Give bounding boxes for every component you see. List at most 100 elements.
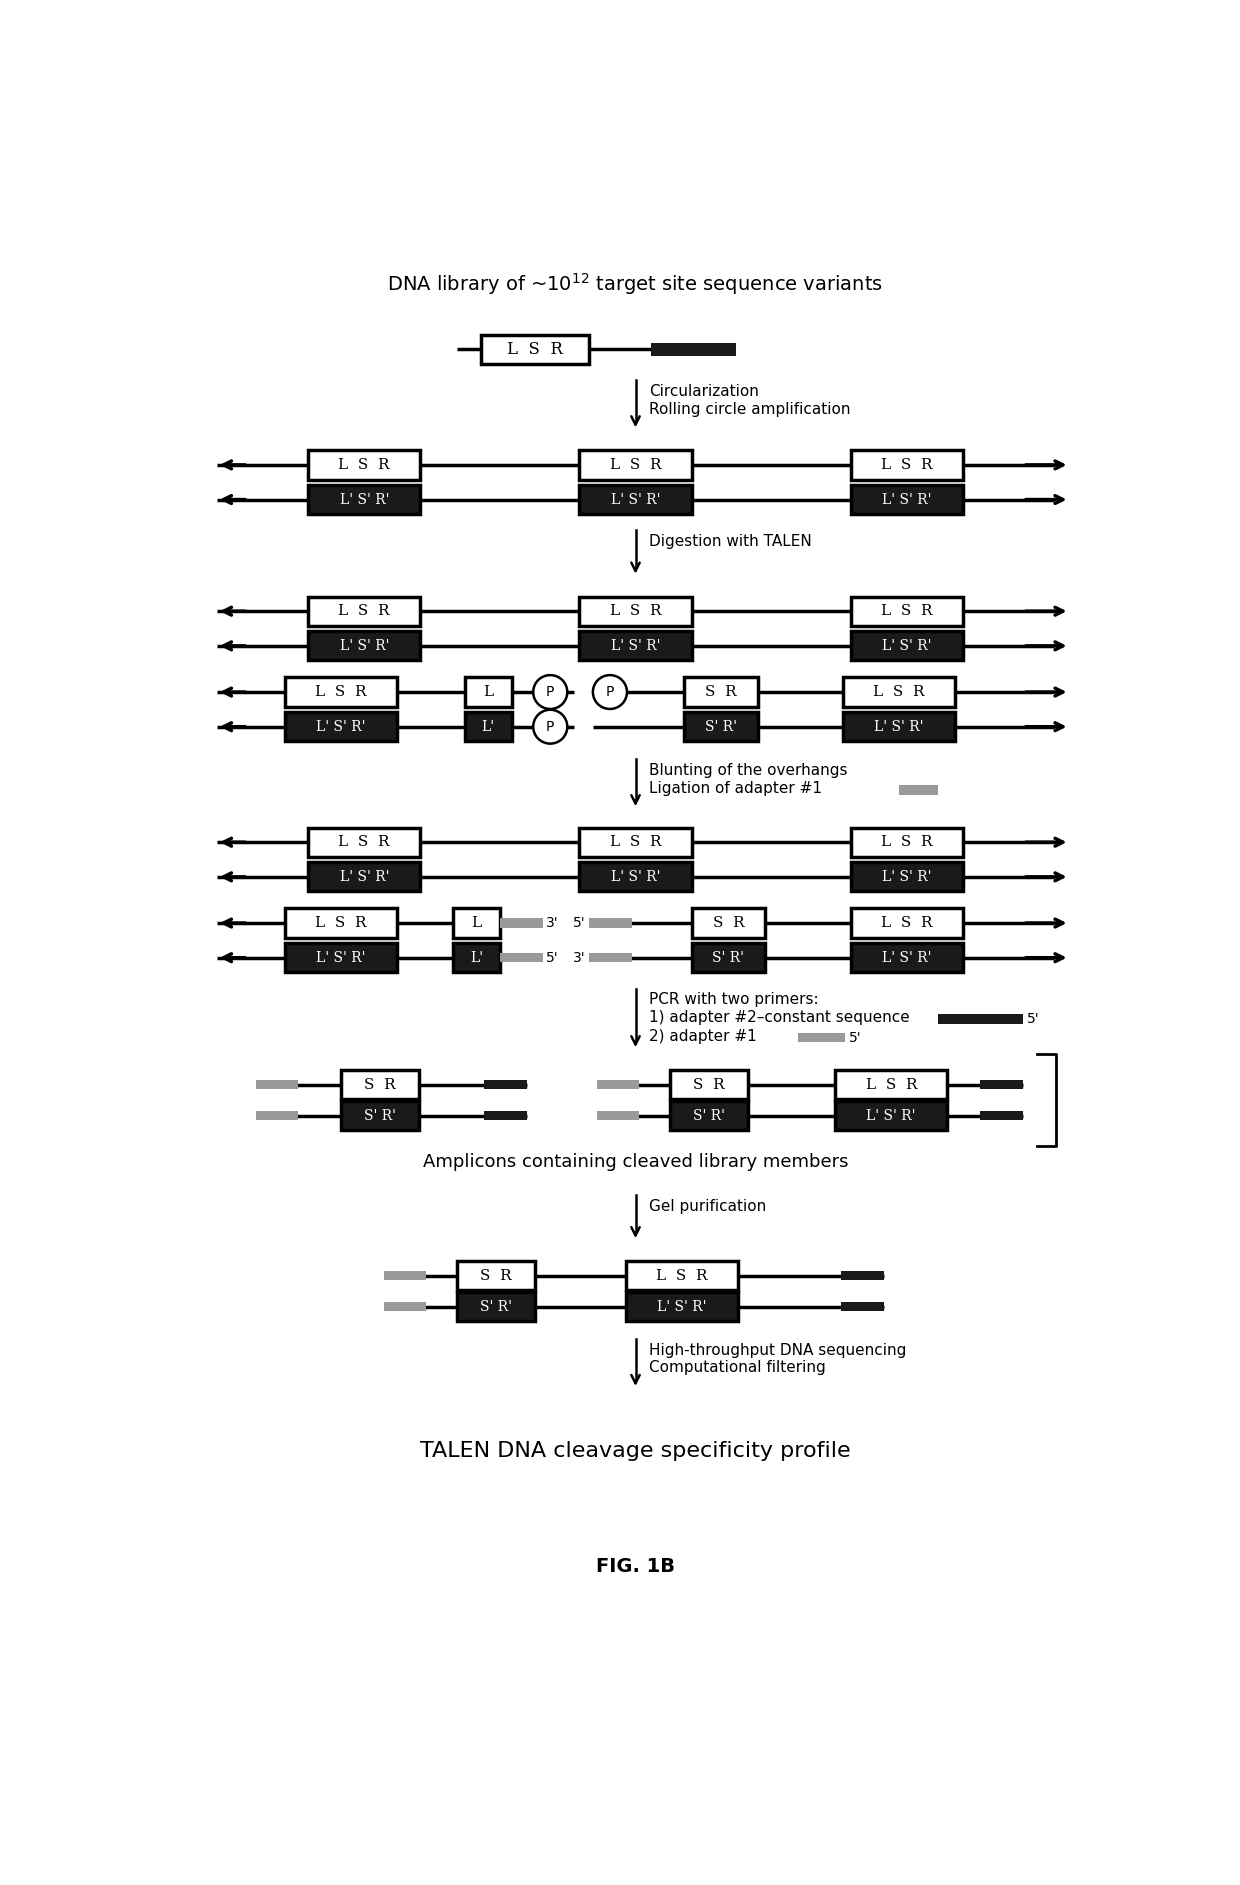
Text: L  S  R: L S R: [339, 458, 391, 471]
Text: L' S' R': L' S' R': [867, 1108, 916, 1123]
Bar: [835, 1071, 947, 1099]
Bar: [851, 861, 963, 892]
Bar: [589, 954, 631, 963]
Bar: [308, 861, 420, 892]
Text: PCR with two primers:: PCR with two primers:: [650, 992, 820, 1007]
Text: S' R': S' R': [693, 1108, 725, 1123]
Bar: [981, 1080, 1023, 1090]
Text: L' S' R': L' S' R': [340, 869, 389, 884]
Text: L  S  R: L S R: [866, 1078, 918, 1091]
Bar: [684, 677, 758, 707]
Bar: [308, 596, 420, 626]
Bar: [485, 1080, 527, 1090]
Text: L  S  R: L S R: [315, 684, 367, 699]
Bar: [851, 596, 963, 626]
Text: L' S' R': L' S' R': [340, 639, 389, 652]
Bar: [255, 1110, 299, 1120]
Bar: [841, 1270, 883, 1280]
Text: S  R: S R: [363, 1078, 396, 1091]
Bar: [454, 942, 500, 973]
Bar: [383, 1303, 427, 1312]
Bar: [500, 918, 543, 927]
Bar: [899, 784, 937, 795]
Text: S' R': S' R': [704, 720, 737, 733]
Text: 1) adapter #2–constant sequence: 1) adapter #2–constant sequence: [650, 1010, 910, 1025]
Text: P: P: [546, 684, 554, 699]
Text: L' S' R': L' S' R': [882, 492, 931, 507]
Bar: [981, 1110, 1023, 1120]
Text: L' S' R': L' S' R': [316, 950, 366, 965]
Text: L  S  R: L S R: [339, 605, 391, 618]
Bar: [626, 1291, 738, 1321]
Bar: [684, 713, 758, 741]
Text: L' S' R': L' S' R': [874, 720, 924, 733]
Text: L': L': [470, 950, 484, 965]
Text: L: L: [471, 916, 481, 929]
Text: L' S' R': L' S' R': [882, 950, 931, 965]
Text: Gel purification: Gel purification: [650, 1199, 766, 1214]
Bar: [671, 1071, 748, 1099]
Bar: [383, 1270, 427, 1280]
Bar: [579, 451, 692, 479]
Text: L' S' R': L' S' R': [611, 492, 660, 507]
Text: 5': 5': [848, 1031, 862, 1044]
Bar: [851, 909, 963, 937]
Text: L': L': [481, 720, 495, 733]
Bar: [579, 631, 692, 660]
Bar: [589, 918, 631, 927]
Bar: [692, 942, 765, 973]
Bar: [308, 484, 420, 515]
Text: P: P: [605, 684, 614, 699]
Circle shape: [593, 675, 627, 709]
Bar: [458, 1261, 534, 1291]
Bar: [458, 1291, 534, 1321]
Text: S  R: S R: [693, 1078, 725, 1091]
Bar: [285, 713, 397, 741]
Text: L  S  R: L S R: [880, 835, 932, 850]
Circle shape: [533, 711, 567, 745]
Text: L  S  R: L S R: [610, 458, 661, 471]
Text: Rolling circle amplification: Rolling circle amplification: [650, 402, 851, 417]
Bar: [835, 1101, 947, 1131]
Bar: [285, 677, 397, 707]
Bar: [308, 828, 420, 858]
Text: L  S  R: L S R: [339, 835, 391, 850]
Text: Digestion with TALEN: Digestion with TALEN: [650, 533, 812, 549]
Text: Computational filtering: Computational filtering: [650, 1361, 826, 1376]
Text: S  R: S R: [704, 684, 737, 699]
Text: L' S' R': L' S' R': [316, 720, 366, 733]
Bar: [937, 1014, 1023, 1024]
Text: P: P: [546, 720, 554, 733]
Text: L' S' R': L' S' R': [882, 869, 931, 884]
Bar: [579, 484, 692, 515]
Text: 3': 3': [573, 950, 585, 965]
Text: FIG. 1B: FIG. 1B: [596, 1557, 675, 1576]
Text: Amplicons containing cleaved library members: Amplicons containing cleaved library mem…: [423, 1154, 848, 1171]
Text: High-throughput DNA sequencing: High-throughput DNA sequencing: [650, 1342, 906, 1357]
Bar: [285, 909, 397, 937]
Bar: [671, 1101, 748, 1131]
Text: S' R': S' R': [363, 1108, 396, 1123]
Text: L  S  R: L S R: [610, 605, 661, 618]
Bar: [851, 484, 963, 515]
Text: S' R': S' R': [480, 1299, 512, 1314]
Bar: [308, 631, 420, 660]
Bar: [651, 343, 737, 356]
Bar: [500, 954, 543, 963]
Text: L  S  R: L S R: [507, 341, 563, 358]
Bar: [843, 713, 955, 741]
Text: L  S  R: L S R: [873, 684, 925, 699]
Text: S  R: S R: [480, 1269, 512, 1282]
Text: Circularization: Circularization: [650, 385, 759, 400]
Bar: [308, 451, 420, 479]
Text: L' S' R': L' S' R': [611, 639, 660, 652]
Bar: [579, 861, 692, 892]
Bar: [841, 1303, 883, 1312]
Text: 2) adapter #1: 2) adapter #1: [650, 1029, 758, 1044]
Text: L: L: [484, 684, 494, 699]
Bar: [579, 828, 692, 858]
Bar: [851, 451, 963, 479]
Bar: [626, 1261, 738, 1291]
Bar: [465, 713, 511, 741]
Bar: [579, 596, 692, 626]
